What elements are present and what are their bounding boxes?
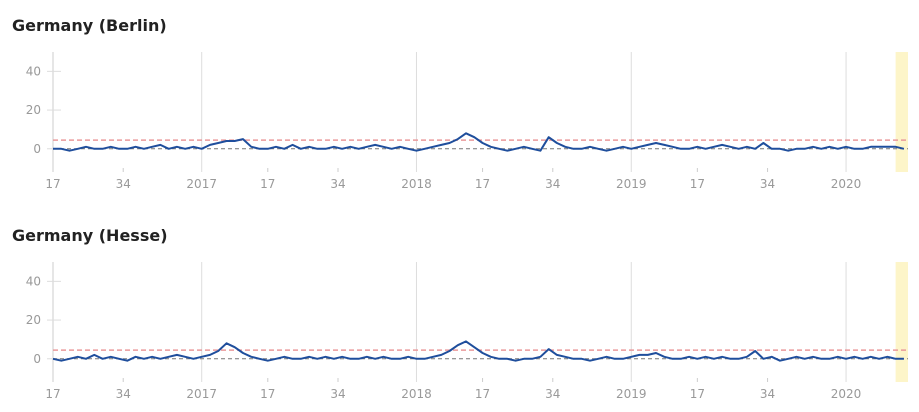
x-tick-label: 34 [330, 177, 345, 191]
x-tick-label: 2020 [831, 177, 862, 191]
x-tick-label: 2019 [616, 387, 647, 401]
x-tick-label: 17 [45, 177, 60, 191]
x-tick-label: 34 [760, 387, 775, 401]
y-tick-label: 40 [26, 274, 41, 288]
y-tick-label: 0 [33, 142, 41, 156]
x-tick-label: 34 [545, 387, 560, 401]
x-tick-label: 2018 [401, 387, 432, 401]
highlight-band [895, 52, 908, 172]
x-tick-label: 2017 [186, 177, 217, 191]
y-tick-label: 20 [26, 103, 41, 117]
y-tick-label: 40 [26, 64, 41, 78]
x-tick-label: 17 [260, 387, 275, 401]
chart-title: Germany (Berlin) [12, 16, 167, 35]
x-tick-label: 2019 [616, 177, 647, 191]
data-line [52, 340, 904, 362]
x-tick-label: 17 [690, 387, 705, 401]
x-tick-label: 34 [545, 177, 560, 191]
highlight-band [895, 262, 908, 382]
x-tick-label: 17 [690, 177, 705, 191]
x-tick-label: 17 [45, 387, 60, 401]
chart-title: Germany (Hesse) [12, 226, 168, 245]
y-tick-label: 0 [33, 352, 41, 366]
x-tick-label: 2017 [186, 387, 217, 401]
x-tick-label: 34 [760, 177, 775, 191]
x-tick-label: 17 [475, 177, 490, 191]
y-tick-label: 20 [26, 313, 41, 327]
x-tick-label: 2020 [831, 387, 862, 401]
x-tick-label: 2018 [401, 177, 432, 191]
x-tick-label: 34 [116, 387, 131, 401]
x-tick-label: 34 [116, 177, 131, 191]
x-tick-label: 17 [475, 387, 490, 401]
x-tick-label: 34 [330, 387, 345, 401]
data-line [53, 132, 905, 152]
x-tick-label: 17 [260, 177, 275, 191]
